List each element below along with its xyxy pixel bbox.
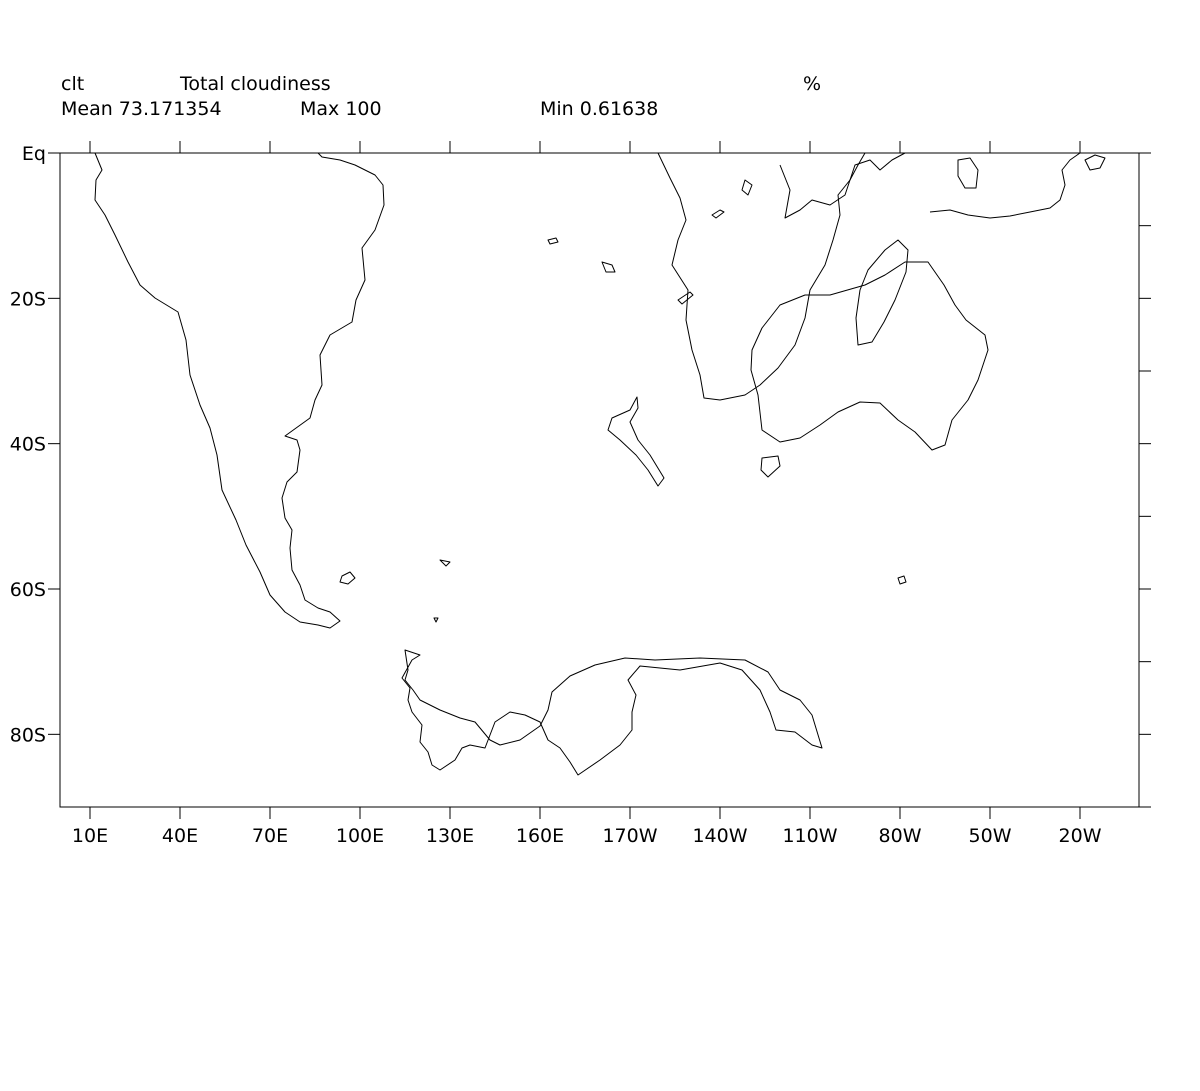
variable-name: clt: [61, 73, 85, 95]
min-value: Min 0.61638: [540, 98, 659, 120]
coastline-island-f: [433, 617, 439, 623]
x-tick-label: 160E: [516, 825, 564, 847]
x-tick-label: 20W: [1059, 825, 1102, 847]
x-tick-label: 40E: [162, 825, 198, 847]
coastline-kerguelen: [339, 571, 356, 585]
y-tick-label: 80S: [10, 724, 46, 746]
x-tick-label: 130E: [426, 825, 474, 847]
mean-value: Mean 73.171354: [61, 98, 222, 120]
coastline-australia: [750, 261, 989, 451]
coastline-sri-lanka: [741, 179, 753, 196]
coastline-africa: [657, 152, 866, 401]
x-tick-label: 70E: [252, 825, 288, 847]
coastline-indonesia: [929, 152, 1081, 219]
coastline-island-b: [547, 237, 559, 245]
coastline-asia: [779, 152, 906, 219]
variable-long-name: Total cloudiness: [180, 73, 331, 95]
coastline-island-g: [711, 209, 725, 219]
longitude-labels: 10E 40E 70E 100E 130E 160E 170W 140W 110W 80W 50W 2…: [72, 825, 1102, 847]
coastline-new-zealand: [607, 396, 665, 487]
coastline-island-a: [439, 559, 451, 567]
coastline-tasmania: [760, 455, 781, 478]
x-tick-label: 10E: [72, 825, 108, 847]
x-tick-label: 50W: [969, 825, 1012, 847]
y-tick-label: 40S: [10, 434, 46, 456]
x-tick-label: 100E: [336, 825, 384, 847]
coastline-island-e: [897, 575, 907, 585]
coastline-antarctica: [401, 649, 823, 776]
coastline-new-guinea: [1084, 154, 1106, 171]
x-tick-label: 140W: [692, 825, 747, 847]
units-label: %: [803, 73, 822, 95]
x-tick-label: 170W: [602, 825, 657, 847]
y-tick-label: 20S: [10, 288, 46, 310]
map-frame: [59, 152, 1140, 808]
x-tick-label: 110W: [782, 825, 837, 847]
y-tick-label: Eq: [22, 143, 46, 165]
max-value: Max 100: [300, 98, 382, 120]
coastline-island-c: [601, 261, 616, 273]
y-tick-label: 60S: [10, 579, 46, 601]
latitude-labels: Eq 20S 40S 60S 80S: [10, 143, 46, 746]
coastline-madagascar: [855, 239, 909, 346]
coastlines: [94, 152, 1106, 776]
coastline-borneo: [957, 157, 979, 189]
x-tick-label: 80W: [879, 825, 922, 847]
coastline-island-d: [677, 291, 694, 305]
tick-marks: [48, 141, 1151, 819]
coastline-south-america: [94, 152, 385, 629]
